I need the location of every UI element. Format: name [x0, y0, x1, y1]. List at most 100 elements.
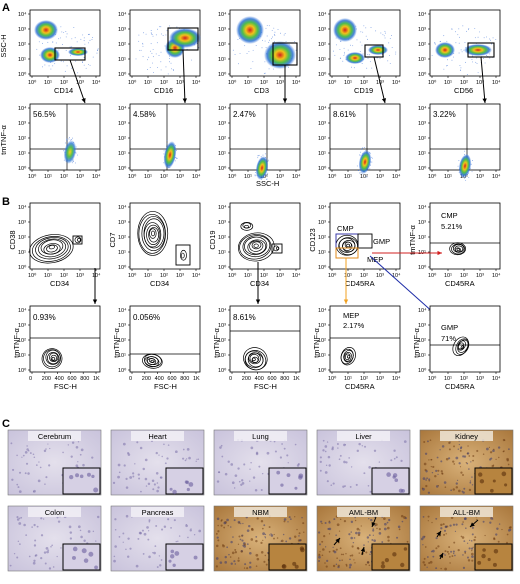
b-top-5-xtick-label: 10⁴: [492, 272, 501, 279]
a-percent-2: 4.58%: [133, 110, 156, 119]
c-cell-dot: [457, 448, 460, 450]
a-top-scatter-dot: [71, 67, 72, 69]
a-top-scatter-dot: [277, 29, 279, 31]
c-cell-dot: [112, 481, 116, 485]
c-title-strip: [131, 507, 184, 517]
c-inset-cell: [477, 560, 482, 565]
b-bot-5-xtick-label: 10⁴: [492, 375, 501, 382]
c-cell-dot: [474, 536, 477, 539]
c-cell-dot: [326, 480, 329, 483]
a-top-scatter-dot: [84, 43, 86, 45]
a-top-scatter-dot: [451, 28, 453, 30]
a-top-scatter-dot: [89, 39, 91, 41]
b-bot-2-ytick-label: 10²: [118, 338, 126, 344]
a-top-scatter-dot: [468, 28, 470, 30]
a-gate-arrow: [480, 56, 486, 104]
b-bot-xtick-label: 200: [142, 376, 151, 382]
b-top-xlabel-3: CD34: [250, 279, 269, 288]
a-top-3-xtick-label: 10¹: [244, 80, 252, 86]
c-cell-dot: [52, 566, 55, 568]
c-cell-dot: [455, 482, 458, 485]
c-cell-dot: [458, 443, 460, 446]
c-cell-dot: [218, 471, 221, 474]
a-bot-scatter-dot: [468, 177, 470, 178]
c-cell-dot: [345, 461, 348, 464]
c-cell-dot: [16, 518, 20, 521]
b-bot-1-ytick-label: 10¹: [18, 353, 26, 359]
a-top-4-xtick-label: 10¹: [344, 80, 352, 86]
c-cell-dot: [472, 459, 474, 462]
a-top-scatter-dot: [388, 42, 390, 44]
c-cell-dot: [36, 525, 39, 528]
c-cell-dot: [56, 555, 58, 558]
c-inset-cell: [380, 564, 386, 569]
a-top-scatter-dot: [246, 53, 248, 54]
b-top-5-ytick-label: 10²: [418, 235, 426, 241]
c-cell-dot: [26, 448, 29, 451]
c-inset-cell: [492, 562, 497, 567]
c-cell-dot: [237, 543, 240, 545]
c-cell-dot: [358, 552, 361, 554]
c-cell-dot: [349, 558, 351, 561]
c-cell-dot: [148, 520, 151, 523]
b1-contour: [38, 238, 67, 258]
a-top-scatter-dot: [75, 60, 77, 62]
a-top-5-ytick-label: 10⁰: [418, 71, 427, 78]
b-top-4-ytick-label: 10⁴: [318, 204, 327, 211]
c-cell-dot: [92, 530, 95, 533]
c-cell-dot: [396, 536, 399, 539]
c-cell-dot: [422, 515, 425, 518]
b-top-3-xtick-label: 10⁰: [228, 272, 237, 279]
c-cell-dot: [461, 536, 465, 539]
a-top-scatter-dot: [73, 27, 75, 28]
c-cell-dot: [386, 526, 390, 530]
a-top-5-ytick-label: 10¹: [418, 57, 426, 63]
a-top-scatter-dot: [367, 54, 369, 55]
c-cell-dot: [333, 518, 336, 521]
b-top-ylabel-2: CD7: [108, 232, 117, 247]
c-cell-dot: [443, 481, 447, 484]
a-top-scatter-dot: [462, 25, 464, 27]
c-cell-dot: [459, 449, 462, 452]
b10-gmp-name: GMP: [441, 323, 458, 332]
c-cell-dot: [400, 459, 403, 462]
c-cell-dot: [471, 526, 474, 529]
a-top-scatter-dot: [366, 67, 368, 69]
a-bot-scatter-dot: [262, 154, 264, 156]
a-top-scatter-dot: [274, 34, 276, 36]
c-title-pancreas: Pancreas: [142, 508, 174, 517]
c-cell-dot: [324, 546, 327, 548]
b-bot-5-ytick-label: 10⁰: [418, 367, 427, 374]
b-bot-5-ytick-label: 10¹: [418, 353, 426, 359]
c-inset-cell: [392, 552, 397, 557]
c-cell-dot: [489, 521, 492, 524]
a-bot-4-ytick-label: 10³: [318, 121, 326, 127]
a-top-5-ytick-label: 10²: [418, 42, 426, 48]
c-cell-dot: [468, 468, 470, 470]
a-bot-5-xtick-label: 10⁴: [492, 173, 501, 180]
a-top-scatter-dot: [365, 35, 367, 37]
c-cell-dot: [48, 567, 52, 570]
c-cell-dot: [80, 535, 83, 539]
c-cell-dot: [57, 520, 61, 523]
c-cell-dot: [260, 541, 263, 545]
a-top-scatter-dot: [495, 38, 497, 40]
b-top-4-ytick-label: 10³: [318, 220, 326, 226]
c-cell-dot: [173, 519, 176, 522]
a-top-scatter-dot: [151, 52, 153, 54]
a-top-scatter-dot: [389, 37, 391, 39]
b-top-2-ytick-label: 10⁴: [118, 204, 127, 211]
c-cell-dot: [470, 540, 473, 542]
b-top-2-ytick-label: 10²: [118, 235, 126, 241]
c-cell-dot: [324, 450, 327, 453]
a-bot-scatter-dot: [359, 151, 361, 153]
c-cell-dot: [435, 517, 438, 520]
a-top-4-xtick-label: 10⁴: [392, 79, 401, 86]
c-cell-dot: [350, 531, 352, 533]
a-top-scatter-dot: [156, 42, 158, 44]
a-bottom-xlabel: SSC-H: [256, 179, 279, 188]
c-cell-dot: [398, 528, 401, 531]
c-cell-dot: [163, 525, 167, 528]
a-top-scatter-dot: [283, 34, 285, 36]
